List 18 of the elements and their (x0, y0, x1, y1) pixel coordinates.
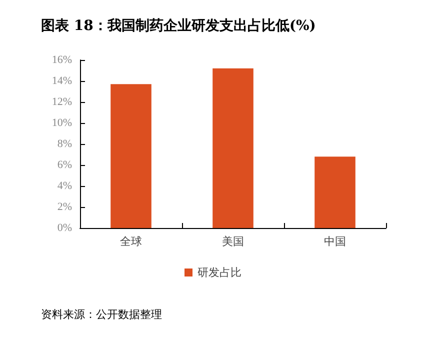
y-tick-label: 12% (52, 96, 72, 108)
legend-label: 研发占比 (198, 266, 242, 279)
y-tick-label: 6% (57, 159, 72, 171)
x-tick-label: 全球 (120, 235, 142, 248)
x-tick-label: 中国 (324, 235, 346, 248)
y-tick-label: 16% (52, 54, 72, 66)
bar (212, 68, 254, 228)
y-tick-label: 14% (52, 75, 72, 87)
text: 资料来源：公开数据整理 (41, 308, 162, 321)
bar (110, 84, 152, 228)
bar (314, 156, 356, 228)
y-tick-label: 10% (52, 117, 72, 129)
y-tick-label: 8% (57, 138, 72, 150)
y-tick-label: 0% (57, 222, 72, 234)
y-tick-label: 4% (57, 180, 72, 192)
x-tick-label: 美国 (222, 235, 244, 248)
chart-title: 图表 18：我国制药企业研发支出占比低(%) (41, 18, 316, 34)
y-tick-label: 2% (57, 201, 72, 213)
